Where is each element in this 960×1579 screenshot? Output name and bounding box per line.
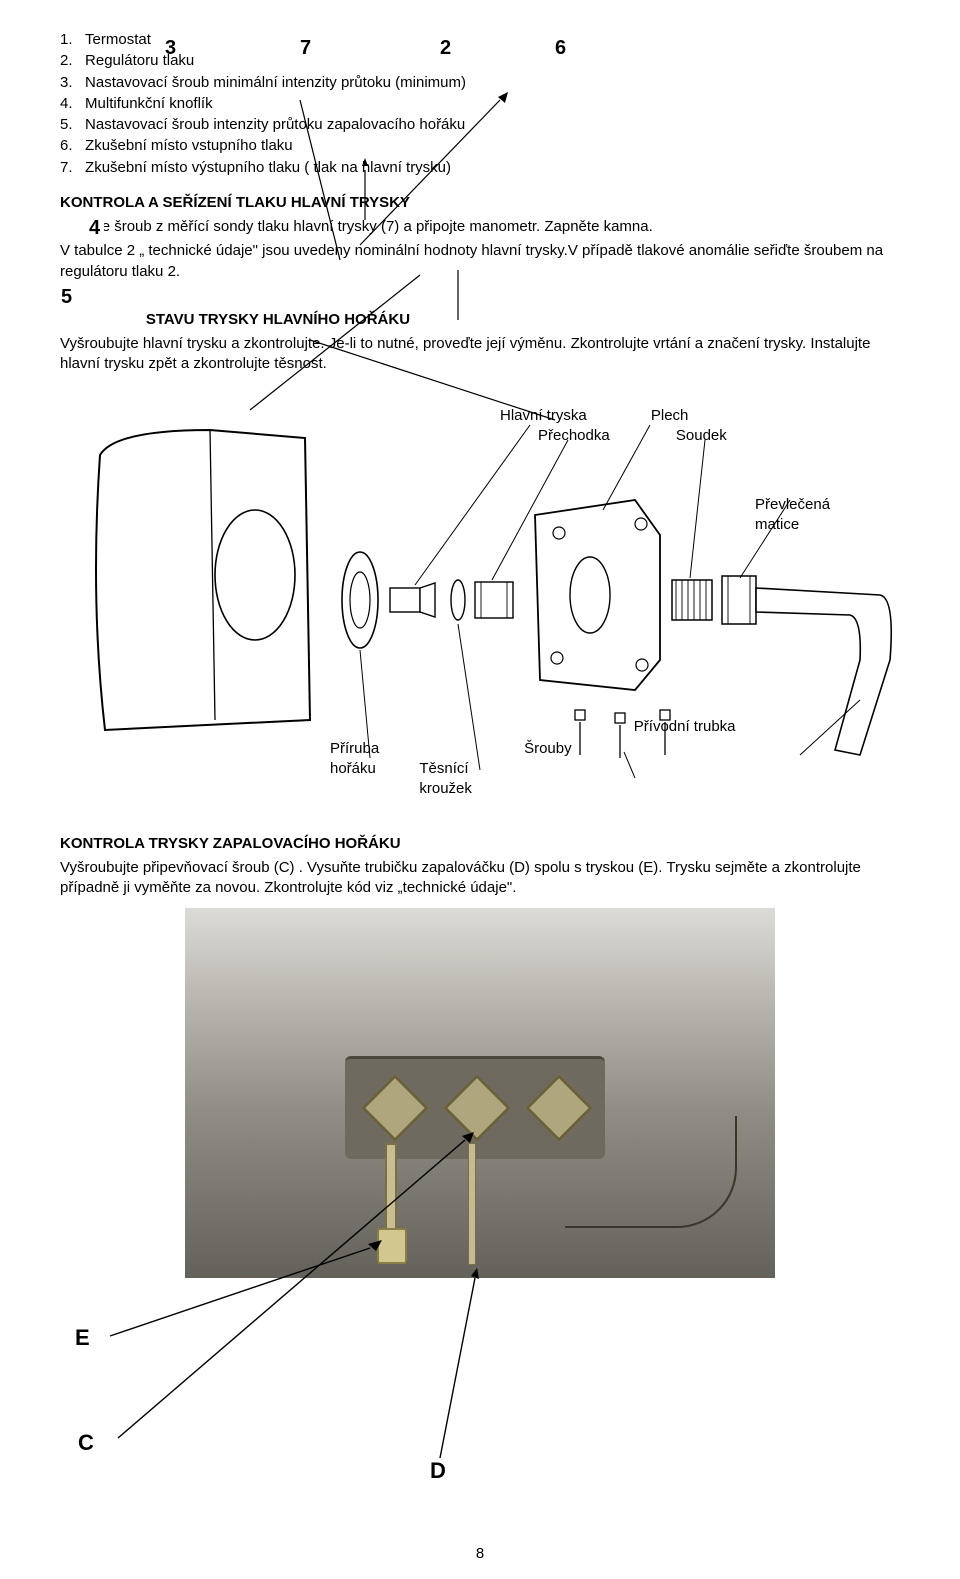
photo-area	[185, 908, 775, 1278]
top-num-3: 3	[165, 35, 176, 62]
section2-body: Vyšroubujte hlavní trysku a zkontrolujte…	[60, 334, 900, 375]
exploded-diagram: Hlavní tryska Plech Přechodka Soudek Pře…	[60, 400, 900, 820]
component-list: 1. Termostat 2. Regulátoru tlaku 3. Nast…	[60, 30, 900, 178]
label-hlavni-tryska: Hlavní tryska	[500, 407, 587, 424]
top-num-2: 2	[440, 35, 451, 62]
list-num: 4.	[60, 95, 73, 112]
letter-E: E	[75, 1323, 90, 1353]
section2-title: STAVU TRYSKY HLAVNÍHO HOŘÁKU	[146, 311, 410, 328]
photo-pipe	[468, 1143, 476, 1265]
label-plech: Plech	[651, 407, 689, 424]
list-text: Nastavovací šroub intenzity průtoku zapa…	[85, 116, 465, 133]
section1-line1: e šroub z měřící sondy tlaku hlavní trys…	[102, 218, 653, 235]
label-priruba: Příruba hořáku	[330, 739, 379, 780]
label-prevlecena-matice: Převlečená matice	[755, 495, 830, 536]
list-num: 2.	[60, 52, 73, 69]
diagram-lower-labels: Příruba hořáku Těsnící kroužek Šrouby Př…	[340, 739, 840, 800]
list-text: Zkušební místo vstupního tlaku	[85, 137, 293, 154]
list-text: Zkušební místo výstupního tlaku ( tlak n…	[85, 159, 451, 176]
list-num: 1.	[60, 31, 73, 48]
page-number: 8	[0, 1544, 960, 1564]
list-text: Termostat	[85, 31, 151, 48]
list-num: 3.	[60, 74, 73, 91]
section1-title: KONTROLA A SEŘÍZENÍ TLAKU HLAVNÍ TRYSKY	[60, 193, 900, 213]
section3-body: Vyšroubujte připevňovací šroub (C) . Vys…	[60, 858, 900, 899]
label-soudek: Soudek	[676, 427, 727, 444]
letter-D: D	[430, 1456, 446, 1486]
top-num-7: 7	[300, 35, 311, 62]
list-num: 6.	[60, 137, 73, 154]
list-num: 5.	[60, 116, 73, 133]
top-num-6: 6	[555, 35, 566, 62]
float-num-4: 4	[85, 215, 104, 242]
section3-title: KONTROLA TRYSKY ZAPALOVACÍHO HOŘÁKU	[60, 834, 900, 854]
list-num: 7.	[60, 159, 73, 176]
letter-C: C	[78, 1428, 94, 1458]
list-text: Regulátoru tlaku	[85, 52, 194, 69]
list-text: Nastavovací šroub minimální intenzity pr…	[85, 74, 466, 91]
photo-nozzle	[377, 1228, 407, 1264]
diagram-label-row2: Přechodka Soudek	[538, 426, 727, 446]
label-privodni: Přívodní trubka	[634, 717, 736, 737]
label-tesnici: Těsnící kroužek	[419, 759, 472, 800]
photo-wire	[565, 1116, 737, 1228]
list-text: Multifunkční knoflík	[85, 95, 213, 112]
label-prechodka: Přechodka	[538, 427, 610, 444]
label-srouby: Šrouby	[524, 739, 572, 759]
diagram-label-row: Hlavní tryska Plech	[500, 406, 688, 426]
float-num-5: 5	[57, 284, 76, 311]
section1-line2: V tabulce 2 „ technické údaje" jsou uved…	[60, 241, 900, 282]
